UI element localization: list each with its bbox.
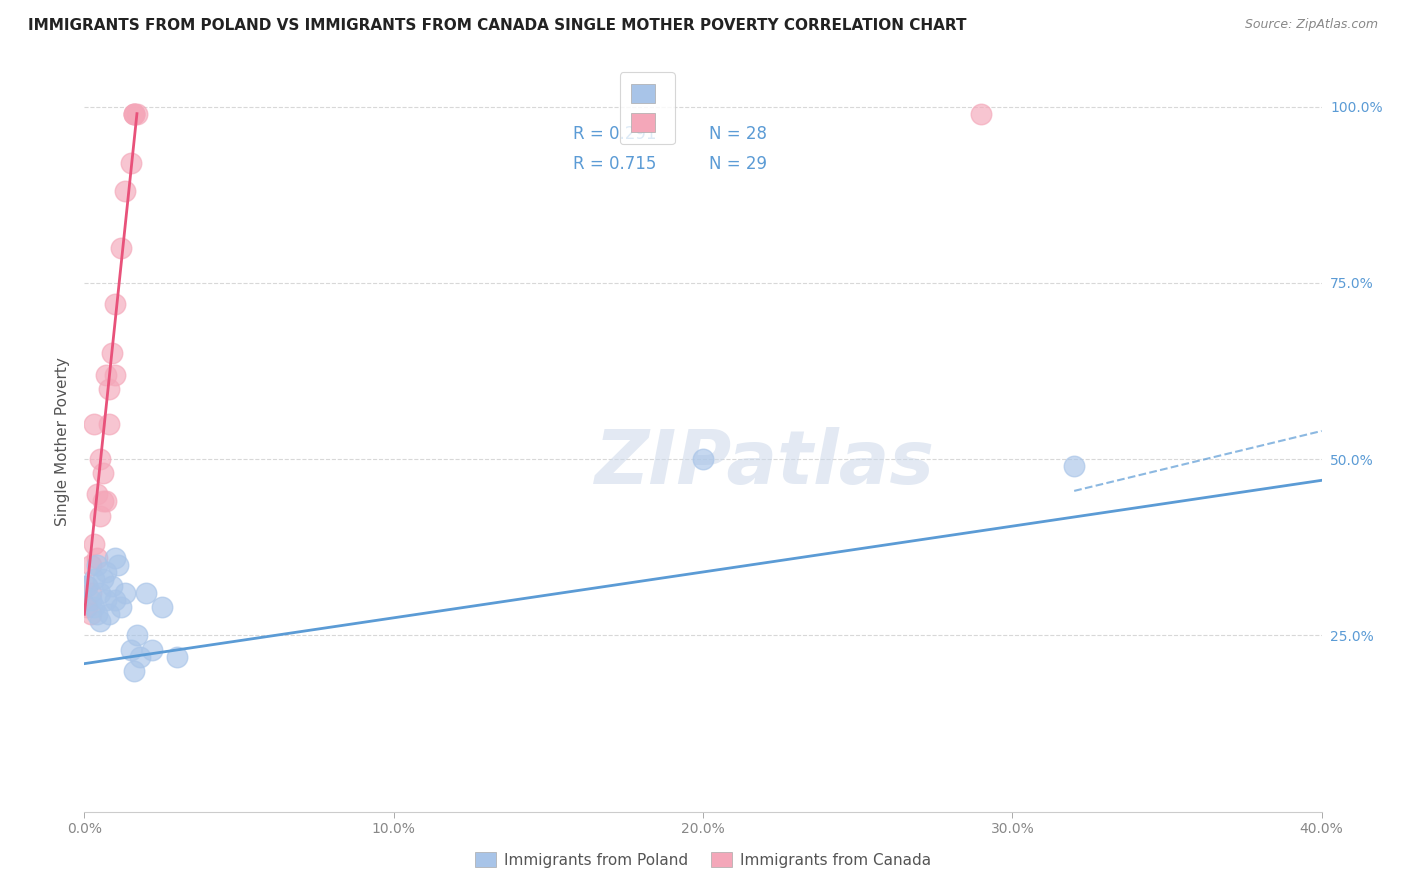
Point: [79, 593, 101, 607]
Point: [98, 607, 121, 622]
Point: [94, 368, 117, 382]
Point: [94, 565, 117, 579]
Point: [91, 494, 114, 508]
Point: [83, 572, 105, 586]
Point: [79, 586, 101, 600]
Point: [89, 508, 111, 523]
Point: [1063, 459, 1085, 474]
Point: [114, 184, 136, 198]
Point: [122, 106, 145, 120]
Text: N = 29: N = 29: [709, 155, 768, 173]
Point: [89, 452, 111, 467]
Legend: , : ,: [620, 72, 675, 145]
Point: [101, 346, 124, 360]
Point: [122, 106, 145, 120]
Point: [110, 600, 132, 615]
Point: [129, 649, 152, 664]
Point: [91, 572, 114, 586]
Point: [76, 579, 98, 593]
Point: [120, 642, 142, 657]
Point: [114, 586, 136, 600]
Point: [110, 241, 132, 255]
Point: [94, 494, 117, 508]
Point: [120, 156, 142, 170]
Text: ZIPatlas: ZIPatlas: [595, 427, 935, 500]
Point: [98, 382, 121, 396]
Point: [79, 558, 101, 572]
Point: [76, 579, 98, 593]
Point: [104, 550, 127, 565]
Point: [79, 607, 101, 622]
Point: [86, 550, 108, 565]
Point: [104, 368, 127, 382]
Point: [104, 593, 127, 607]
Y-axis label: Single Mother Poverty: Single Mother Poverty: [55, 357, 70, 526]
Point: [122, 106, 145, 120]
Point: [150, 600, 173, 615]
Point: [86, 487, 108, 501]
Point: [125, 628, 148, 642]
Point: [104, 297, 127, 311]
Point: [135, 586, 157, 600]
Text: IMMIGRANTS FROM POLAND VS IMMIGRANTS FROM CANADA SINGLE MOTHER POVERTY CORRELATI: IMMIGRANTS FROM POLAND VS IMMIGRANTS FRO…: [28, 18, 966, 33]
Point: [166, 649, 188, 664]
Point: [141, 642, 163, 657]
Point: [76, 600, 98, 615]
Legend: Immigrants from Poland, Immigrants from Canada: Immigrants from Poland, Immigrants from …: [467, 844, 939, 875]
Point: [101, 579, 124, 593]
Point: [89, 586, 111, 600]
Point: [89, 615, 111, 629]
Point: [86, 607, 108, 622]
Point: [94, 593, 117, 607]
Text: Source: ZipAtlas.com: Source: ZipAtlas.com: [1244, 18, 1378, 31]
Point: [83, 537, 105, 551]
Text: R = 0.715: R = 0.715: [574, 155, 657, 173]
Point: [970, 106, 993, 120]
Text: N = 28: N = 28: [709, 125, 768, 144]
Point: [107, 558, 129, 572]
Point: [98, 417, 121, 431]
Point: [86, 558, 108, 572]
Point: [91, 467, 114, 481]
Point: [122, 664, 145, 678]
Text: R = 0.291: R = 0.291: [574, 125, 657, 144]
Point: [83, 600, 105, 615]
Point: [83, 417, 105, 431]
Point: [692, 452, 714, 467]
Point: [125, 106, 148, 120]
